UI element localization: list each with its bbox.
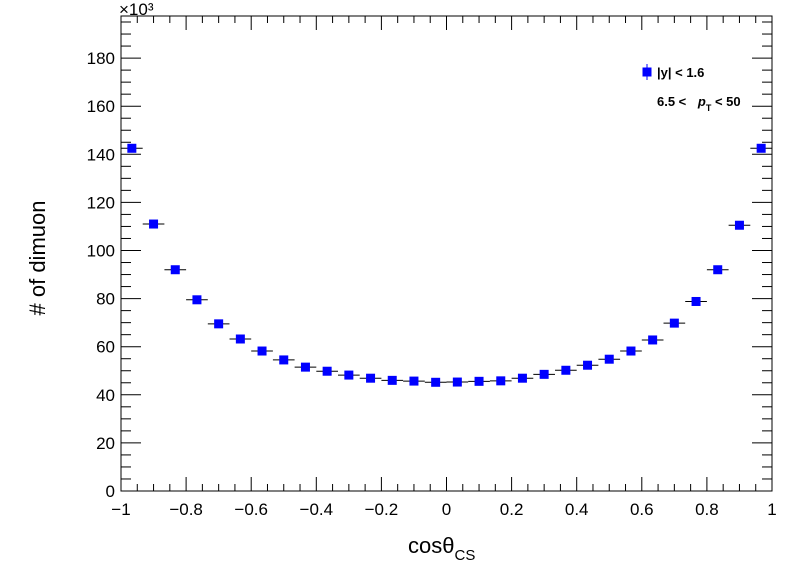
data-point bbox=[685, 296, 707, 306]
data-point-marker bbox=[170, 265, 180, 275]
legend-range-prefix: 6.5 < bbox=[657, 94, 690, 109]
data-point-marker bbox=[669, 318, 679, 328]
data-point bbox=[381, 375, 404, 385]
y-tick-label: 0 bbox=[106, 482, 115, 501]
data-point bbox=[750, 143, 772, 153]
x-tick-label: −0.4 bbox=[300, 500, 334, 519]
y-tick-label: 80 bbox=[96, 290, 115, 309]
data-point bbox=[706, 265, 729, 275]
legend-kinematic-range: 6.5 < pT < 50 bbox=[657, 94, 741, 113]
legend-entry: |y| < 1.6 bbox=[657, 65, 704, 80]
data-point bbox=[272, 355, 295, 365]
data-point bbox=[620, 346, 642, 356]
data-point-marker bbox=[387, 375, 397, 385]
data-point-marker bbox=[214, 319, 224, 329]
legend: |y| < 1.6 6.5 < pT < 50 bbox=[642, 64, 741, 113]
data-point-marker bbox=[149, 219, 159, 229]
data-point-marker bbox=[648, 335, 658, 345]
data-point bbox=[468, 376, 490, 386]
x-tick-label: 1 bbox=[767, 500, 776, 519]
data-point bbox=[164, 265, 187, 275]
x-axis-label-main: cosθ bbox=[408, 533, 454, 558]
data-point bbox=[186, 295, 208, 305]
data-point bbox=[424, 377, 447, 387]
x-axis-label-sub: CS bbox=[454, 547, 475, 564]
data-point bbox=[598, 354, 621, 364]
data-point bbox=[446, 377, 469, 387]
data-point bbox=[229, 334, 252, 344]
y-tick-label: 100 bbox=[87, 241, 115, 260]
axis-tick-labels: −1 −0.8 −0.6 −0.4 −0.2 0 0.2 0.4 0.6 0.8 1 0 20 40 60 8… bbox=[87, 49, 777, 519]
data-point bbox=[338, 370, 360, 380]
legend-range-suffix: < 50 bbox=[711, 94, 740, 109]
axis-ticks bbox=[120, 16, 773, 492]
y-tick-label: 20 bbox=[96, 434, 115, 453]
data-point-marker bbox=[474, 376, 484, 386]
data-point-marker bbox=[192, 295, 202, 305]
data-point bbox=[294, 362, 317, 372]
data-point-marker bbox=[257, 346, 267, 356]
data-point-marker bbox=[756, 143, 766, 153]
data-point bbox=[728, 220, 751, 230]
data-point-marker bbox=[539, 369, 549, 379]
legend-marker bbox=[642, 67, 652, 77]
data-point bbox=[316, 366, 338, 376]
data-point-marker bbox=[626, 346, 636, 356]
x-tick-label: 0 bbox=[442, 500, 451, 519]
data-point-marker bbox=[604, 354, 614, 364]
x-tick-label: 0.4 bbox=[565, 500, 589, 519]
plot-frame bbox=[120, 15, 773, 492]
data-point bbox=[641, 335, 664, 345]
data-point bbox=[555, 365, 577, 375]
x-tick-label: 0.6 bbox=[630, 500, 654, 519]
data-point bbox=[142, 219, 165, 229]
data-point bbox=[576, 360, 599, 370]
data-point-marker bbox=[561, 365, 571, 375]
data-point-marker bbox=[496, 376, 506, 386]
data-point-marker bbox=[344, 370, 354, 380]
data-point-marker bbox=[127, 143, 137, 153]
data-point-marker bbox=[235, 334, 245, 344]
x-axis-label: cosθCS bbox=[408, 533, 475, 564]
data-point bbox=[251, 346, 273, 356]
x-tick-label: −0.8 bbox=[169, 500, 203, 519]
y-tick-label: 40 bbox=[96, 386, 115, 405]
data-point-marker bbox=[734, 220, 744, 230]
data-point-marker bbox=[409, 376, 419, 386]
y-tick-label: 160 bbox=[87, 97, 115, 116]
data-point-marker bbox=[713, 265, 723, 275]
y-tick-label: 120 bbox=[87, 193, 115, 212]
data-point-marker bbox=[322, 366, 332, 376]
data-point bbox=[403, 376, 425, 386]
y-multiplier-label: ×10³ bbox=[119, 0, 154, 19]
data-point-marker bbox=[279, 355, 289, 365]
legend-range-subscript: T bbox=[706, 103, 712, 113]
x-tick-label: 0.8 bbox=[695, 500, 719, 519]
data-point-marker bbox=[583, 360, 593, 370]
data-point bbox=[359, 373, 382, 383]
y-axis-label: # of dimuon bbox=[25, 201, 50, 316]
data-point-marker bbox=[300, 362, 310, 372]
x-tick-label: −1 bbox=[111, 500, 130, 519]
data-points bbox=[121, 143, 772, 387]
data-point-marker bbox=[517, 373, 527, 383]
data-point-marker bbox=[431, 377, 441, 387]
data-point bbox=[511, 373, 534, 383]
y-tick-label: 60 bbox=[96, 338, 115, 357]
data-point bbox=[533, 369, 555, 379]
y-tick-label: 180 bbox=[87, 49, 115, 68]
legend-range-variable: p bbox=[697, 94, 706, 109]
x-tick-label: 0.2 bbox=[500, 500, 524, 519]
data-point bbox=[121, 143, 143, 153]
data-point bbox=[663, 318, 686, 328]
x-tick-label: −0.2 bbox=[365, 500, 399, 519]
data-point-marker bbox=[691, 296, 701, 306]
data-point bbox=[489, 376, 512, 386]
x-tick-label: −0.6 bbox=[234, 500, 268, 519]
data-point bbox=[207, 319, 230, 329]
data-point-marker bbox=[452, 377, 462, 387]
data-point-marker bbox=[366, 373, 376, 383]
y-tick-label: 140 bbox=[87, 145, 115, 164]
